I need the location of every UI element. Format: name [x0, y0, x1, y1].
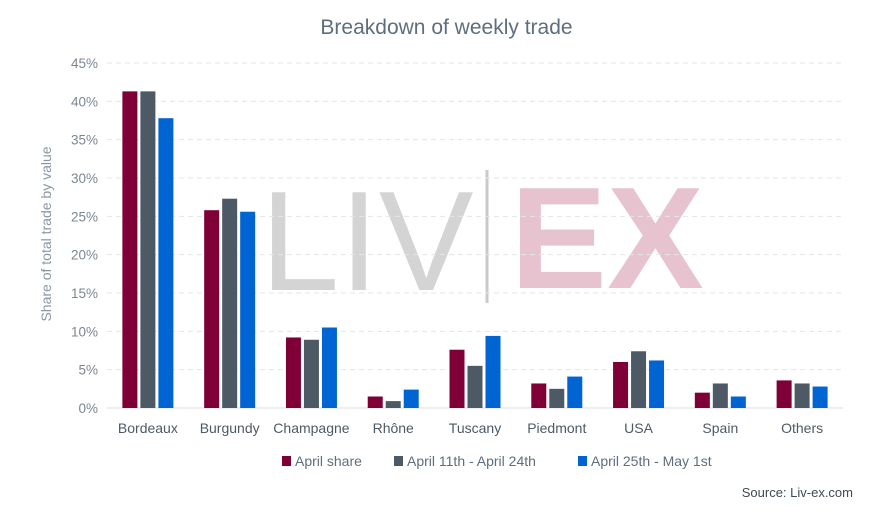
y-tick-label: 15%	[71, 286, 98, 301]
x-tick-label: Spain	[702, 420, 738, 436]
x-tick-label: Tuscany	[449, 420, 501, 436]
chart-title: Breakdown of weekly trade	[320, 16, 573, 39]
bar	[712, 383, 728, 408]
x-tick-label: Piedmont	[527, 420, 586, 436]
bar	[367, 396, 383, 408]
x-tick-label: USA	[624, 420, 653, 436]
y-tick-label: 35%	[71, 133, 98, 148]
bar	[730, 396, 746, 408]
legend-swatch	[578, 456, 587, 466]
bar	[631, 351, 647, 408]
y-axis-label: Share of total trade by value	[38, 146, 54, 321]
legend-swatch	[394, 456, 403, 466]
x-axis-ticks: Bordeaux Burgundy Champagne Rhône Tuscany Pie…	[118, 420, 823, 436]
bar	[776, 380, 792, 408]
x-tick-label: Others	[781, 420, 823, 436]
legend-swatch	[282, 456, 291, 466]
x-tick-label: Rhône	[373, 420, 414, 436]
bar	[613, 362, 629, 408]
bar	[549, 388, 565, 408]
bar	[285, 337, 301, 408]
y-axis-ticks: 0% 5% 10% 15% 20% 25% 30% 35% 40% 45%	[71, 56, 98, 416]
x-tick-label: Burgundy	[200, 420, 260, 436]
bar	[321, 327, 337, 408]
y-tick-label: 40%	[71, 94, 98, 109]
legend: April share April 11th - April 24th April …	[282, 453, 712, 469]
bar	[385, 401, 401, 408]
bar	[303, 339, 319, 408]
bar	[812, 386, 828, 408]
legend-label: April share	[295, 453, 362, 469]
bar	[531, 383, 547, 408]
legend-label: April 11th - April 24th	[407, 453, 536, 469]
bar	[240, 211, 256, 408]
y-tick-label: 10%	[71, 324, 98, 339]
bar	[122, 91, 138, 408]
bar	[694, 392, 710, 408]
bar	[794, 383, 810, 408]
bar	[403, 389, 419, 408]
x-tick-label: Champagne	[273, 420, 349, 436]
bar	[485, 335, 501, 408]
bars	[122, 91, 828, 408]
y-tick-label: 5%	[78, 363, 98, 378]
bar	[204, 210, 220, 408]
legend-label: April 25th - May 1st	[591, 453, 712, 469]
bar	[449, 349, 465, 408]
bar	[140, 91, 156, 408]
watermark-text-left: LIV	[260, 162, 473, 321]
bar	[158, 118, 174, 408]
y-tick-label: 45%	[71, 56, 98, 71]
bar	[567, 376, 583, 408]
bar	[649, 360, 665, 408]
y-tick-label: 20%	[71, 248, 98, 263]
bar	[222, 198, 238, 408]
watermark-text-right: EX	[510, 157, 703, 319]
y-tick-label: 0%	[78, 401, 98, 416]
bar	[467, 365, 483, 408]
y-tick-label: 30%	[71, 171, 98, 186]
source-note: Source: Liv-ex.com	[741, 485, 853, 500]
y-tick-label: 25%	[71, 209, 98, 224]
x-tick-label: Bordeaux	[118, 420, 178, 436]
watermark-logo: LIV EX	[260, 157, 703, 321]
